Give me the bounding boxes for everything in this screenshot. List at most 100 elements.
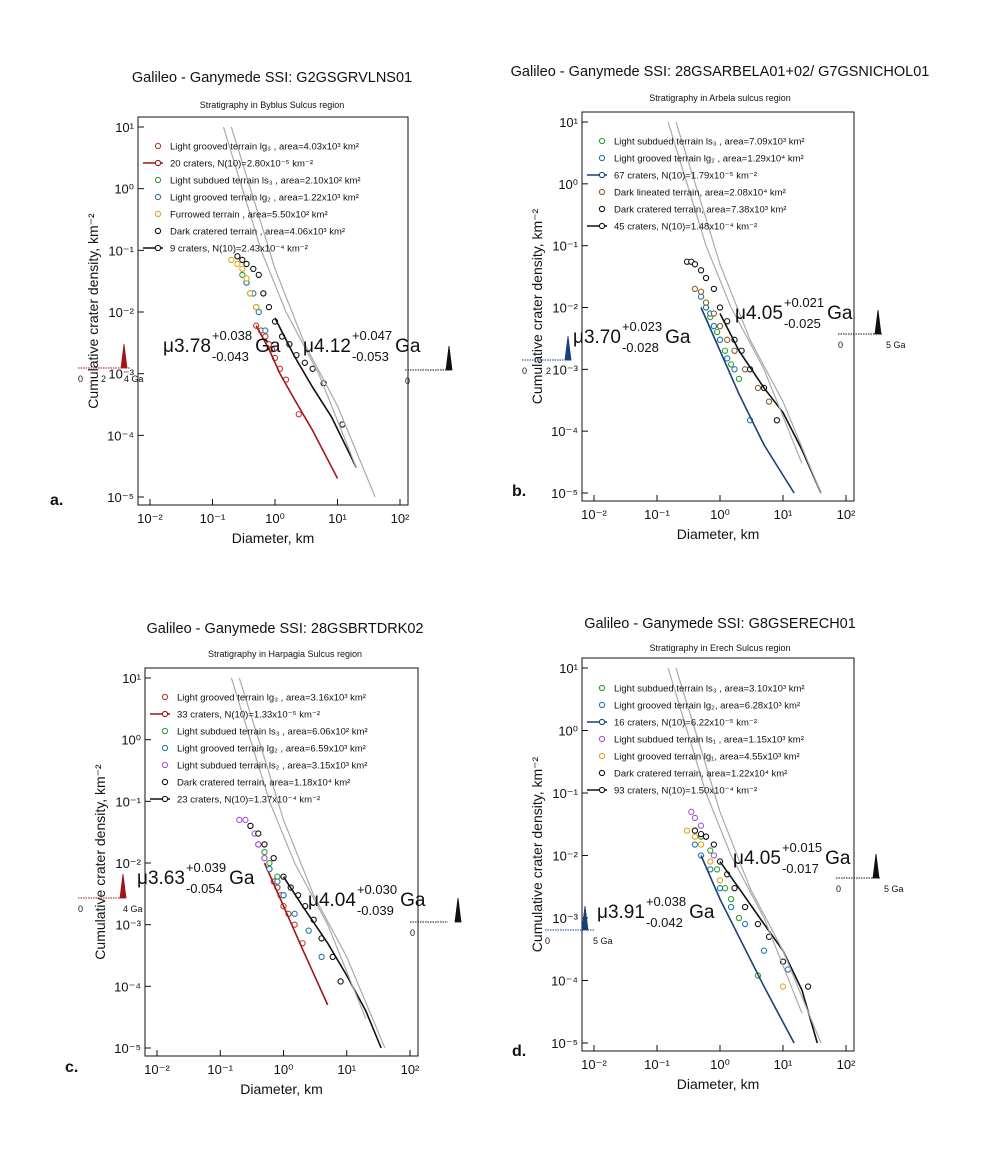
inset-tick-label: 5 Ga: [593, 936, 613, 946]
x-tick-label: 10⁻²: [144, 1062, 170, 1077]
legend-label: 16 craters, N(10)=6.22x10⁻⁵ km⁻²: [614, 718, 757, 729]
fit-curve: [719, 861, 819, 1044]
y-tick-label: 10⁻²: [552, 301, 578, 316]
fit-curve: [263, 862, 329, 1006]
model-age: μ4.05: [735, 303, 783, 324]
legend-label: Dark cratered terrain, area=1.22x10⁴ km²: [614, 769, 787, 780]
legend-label: Light subdued terrain ls₃ , area=2.10x10…: [170, 176, 361, 187]
inset-tick-label: 0: [405, 376, 410, 386]
crater-point: [765, 398, 773, 405]
model-age: μ4.04: [308, 890, 356, 911]
crater-point: [239, 256, 246, 264]
y-tick-label: 10⁻⁴: [114, 979, 141, 994]
crater-point: [710, 285, 718, 293]
x-tick-label: 10¹: [337, 1062, 356, 1077]
y-tick-label: 10¹: [559, 661, 578, 676]
age-unit: Ga: [665, 327, 691, 348]
crater-point: [239, 271, 246, 279]
crater-point: [713, 866, 721, 873]
crater-point: [262, 327, 269, 334]
y-tick-label: 10⁻²: [115, 856, 141, 871]
crater-point: [710, 852, 718, 859]
inset-tick-label: 0: [78, 374, 83, 384]
y-tick-label: 10⁻³: [108, 367, 134, 382]
y-tick-label: 10¹: [122, 671, 141, 686]
age-upper: +0.023: [622, 319, 662, 334]
age-upper: +0.039: [186, 860, 226, 875]
model-age: μ3.63: [137, 868, 185, 889]
age-unit: Ga: [229, 868, 255, 889]
legend-marker: [154, 227, 162, 235]
x-tick-label: 10⁻²: [581, 1057, 607, 1072]
legend-marker: [161, 727, 169, 735]
legend-label: Light grooved terrain lg₁, area=4.55x10³…: [614, 752, 800, 763]
crater-point: [773, 417, 781, 424]
crater-point: [724, 355, 731, 362]
fit-curve: [274, 317, 358, 468]
crater-point: [702, 274, 710, 282]
age-upper: +0.038: [212, 328, 252, 343]
crater-point: [702, 299, 710, 306]
age-upper: +0.030: [357, 882, 397, 897]
legend-marker: [598, 718, 606, 726]
y-tick-label: 10¹: [115, 120, 134, 135]
age-lower: -0.017: [782, 861, 819, 876]
age-lower: -0.043: [212, 349, 249, 364]
age-lower: -0.054: [186, 881, 223, 896]
crater-point: [716, 304, 724, 311]
legend-label: Light grooved terrain lg₂, area=6.28x10³…: [614, 701, 800, 712]
panel: Galileo - Ganymede SSI: 28GSBRTDRK02 Stra…: [65, 621, 462, 1097]
crater-point: [721, 347, 729, 354]
crater-point: [243, 275, 250, 282]
crater-point: [266, 865, 273, 873]
chart-title: Galileo - Ganymede SSI: G2GSGRVLNS01: [132, 70, 412, 86]
legend-label: 67 craters, N(10)=1.79x10⁻⁵ km⁻²: [614, 171, 757, 182]
y-tick-label: 10⁻¹: [552, 786, 578, 801]
legend-label: Light grooved terrain lg₃ , area=4.03x10…: [170, 142, 359, 153]
crater-point: [721, 885, 729, 892]
fit-curve: [282, 876, 382, 1049]
legend-label: Furrowed terrain , area=5.50x10² km²: [170, 210, 328, 221]
inset-tick-label: 4 Ga: [123, 904, 143, 914]
crater-point: [265, 303, 273, 311]
crater-point: [697, 822, 705, 829]
crater-point: [741, 366, 749, 373]
panel-label: a.: [50, 492, 63, 509]
crater-point: [270, 854, 277, 862]
age-lower: -0.025: [784, 316, 821, 331]
y-tick-label: 10⁻¹: [108, 243, 134, 258]
inset-tick-label: 0: [78, 904, 83, 914]
crater-point: [250, 265, 257, 273]
age-upper: +0.038: [646, 894, 686, 909]
age-unit: Ga: [395, 336, 421, 357]
y-tick-label: 10⁻¹: [115, 794, 141, 809]
crater-point: [246, 290, 254, 297]
inset-tick-label: 2: [546, 366, 551, 376]
crater-point: [691, 827, 699, 834]
crater-point: [731, 885, 738, 892]
x-axis-label: Diameter, km: [240, 1081, 322, 1097]
legend-label: Dark cratered terrain , area=4.06x10³ km…: [170, 227, 345, 238]
y-tick-label: 10⁰: [558, 724, 578, 739]
crater-point: [274, 878, 281, 885]
y-tick-label: 10⁻²: [108, 305, 134, 320]
legend-label: 9 craters, N(10)=2.43x10⁻⁴ km⁻²: [170, 244, 308, 255]
x-tick-label: 10⁰: [710, 507, 730, 522]
inset-peak: [564, 335, 572, 361]
y-axis-label: Cumulative crater density, km⁻²: [92, 764, 108, 960]
y-tick-label: 10⁰: [114, 182, 134, 197]
y-tick-label: 10⁻³: [552, 362, 578, 377]
crater-point: [707, 858, 714, 865]
age-lower: -0.053: [352, 349, 389, 364]
panel-label: d.: [512, 1043, 526, 1060]
chart-title: Galileo - Ganymede SSI: 28GSBRTDRK02: [147, 621, 424, 637]
legend-marker: [598, 137, 606, 145]
age-unit: Ga: [400, 890, 426, 911]
crater-point: [779, 983, 787, 990]
plot-area: [230, 677, 386, 1049]
isochron: [667, 121, 803, 464]
fit-curve: [700, 307, 795, 494]
crater-point: [713, 328, 721, 336]
y-tick-label: 10⁻⁵: [551, 486, 578, 501]
